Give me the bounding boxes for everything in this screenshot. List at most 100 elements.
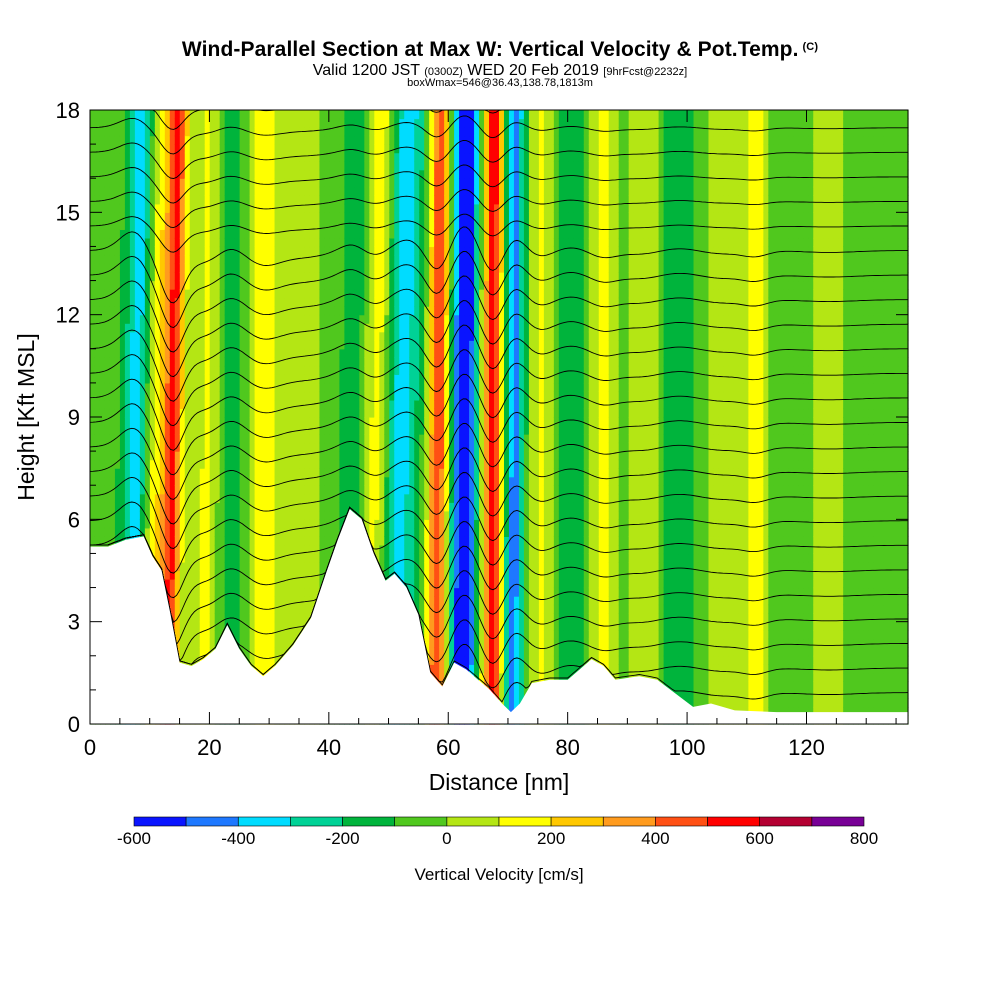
- w-field-cell-4375: [389, 246, 395, 256]
- w-field-cell-927: [149, 178, 156, 188]
- w-field-cell-1787: [209, 212, 216, 222]
- w-field-cell-1829: [214, 468, 221, 478]
- w-field-cell-4734: [414, 254, 420, 265]
- w-field-cell-3113: [304, 570, 311, 580]
- w-field-cell-2291: [244, 212, 251, 222]
- w-field-cell-3210: [309, 357, 316, 367]
- w-field-cell-4747: [414, 144, 420, 154]
- w-field-cell-3444: [324, 203, 331, 213]
- w-field-cell-3556: [334, 476, 340, 486]
- w-field-cell-2877: [284, 127, 291, 137]
- w-field-cell-822: [144, 459, 151, 469]
- w-field-cell-4578: [404, 357, 410, 367]
- w-field-cell-193: [99, 297, 106, 307]
- w-field-cell-4163: [374, 212, 380, 222]
- w-field-cell-4765: [419, 604, 425, 614]
- w-field-cell-1376: [184, 647, 191, 657]
- w-field-cell-3927: [359, 382, 365, 393]
- w-field-cell-3148: [304, 272, 311, 282]
- w-field-cell-2412: [254, 408, 261, 418]
- w-field-cell-763: [139, 348, 146, 358]
- w-field-cell-2795: [279, 212, 286, 222]
- w-field-cell-2011: [224, 144, 231, 154]
- w-field-cell-108: [94, 408, 101, 418]
- w-field-cell-1532: [194, 544, 201, 555]
- w-field-cell-3704: [344, 442, 350, 452]
- w-field-cell-3237: [309, 127, 316, 137]
- w-field-cell-764: [139, 340, 146, 350]
- w-field-cell-387: [114, 485, 121, 495]
- w-field-cell-1321: [179, 502, 186, 512]
- w-field-cell-1783: [209, 246, 216, 256]
- w-field-cell-2745: [279, 638, 286, 648]
- w-field-cell-2469: [259, 536, 266, 546]
- w-field-cell-2432: [254, 237, 261, 248]
- w-field-cell-420: [114, 203, 121, 213]
- w-field-cell-2641: [269, 297, 276, 307]
- w-field-cell-2123: [234, 417, 241, 427]
- w-field-cell-3584: [334, 237, 340, 248]
- w-field-cell-2894: [289, 596, 296, 606]
- w-field-cell-1642: [199, 220, 206, 230]
- w-field-cell-24: [90, 510, 96, 520]
- w-field-cell-1070: [159, 186, 166, 196]
- w-field-cell-3259: [314, 553, 321, 563]
- w-field-cell-1477: [189, 399, 196, 410]
- w-field-cell-3925: [359, 399, 365, 410]
- w-field-cell-1646: [199, 186, 206, 196]
- w-field-cell-1836: [214, 408, 221, 418]
- w-field-cell-2032: [229, 579, 236, 589]
- forecast-info: [9hrFcst@2232z]: [603, 66, 688, 78]
- w-field-cell-1173: [169, 536, 176, 546]
- w-field-cell-2553: [264, 434, 271, 444]
- w-field-cell-893: [149, 468, 156, 478]
- w-field-cell-1794: [209, 152, 216, 162]
- w-field-cell-932: [149, 135, 156, 145]
- w-field-cell-464: [119, 442, 126, 452]
- w-field-cell-2991: [294, 382, 301, 393]
- w-field-cell-133: [94, 195, 101, 205]
- w-field-cell-2044: [229, 476, 236, 486]
- w-field-cell-2138: [234, 289, 241, 299]
- w-field-cell-1713: [204, 229, 211, 239]
- w-field-cell-4909: [429, 604, 435, 614]
- w-field-cell-274: [104, 220, 111, 230]
- w-field-cell-4642: [409, 425, 415, 435]
- w-field-cell-207: [99, 178, 106, 188]
- w-field-cell-2078: [229, 186, 236, 196]
- w-field-cell-1893: [219, 536, 226, 546]
- w-field-cell-843: [144, 280, 151, 290]
- w-field-cell-2832: [284, 510, 291, 520]
- w-field-cell-319: [109, 451, 116, 461]
- w-field-cell-960: [154, 510, 161, 520]
- w-field-cell-241: [104, 502, 111, 512]
- w-field-cell-1105: [164, 502, 171, 512]
- w-field-cell-416: [114, 237, 121, 248]
- w-field-cell-4531: [399, 144, 405, 154]
- w-field-cell-1989: [224, 331, 231, 341]
- w-field-cell-3119: [304, 519, 311, 529]
- w-field-cell-4782: [419, 459, 425, 469]
- w-field-cell-2932: [289, 272, 296, 282]
- w-field-cell-3361: [319, 297, 326, 307]
- w-field-cell-4124: [374, 544, 380, 555]
- w-field-cell-1751: [209, 519, 216, 529]
- w-field-cell-2786: [279, 289, 286, 299]
- w-field-cell-562: [124, 220, 131, 230]
- w-field-cell-2478: [259, 459, 266, 469]
- w-field-cell-4089: [369, 229, 375, 239]
- w-field-cell-3150: [304, 254, 311, 265]
- w-field-cell-4235: [379, 212, 385, 222]
- w-field-cell-2501: [259, 263, 266, 273]
- w-field-cell-2584: [264, 169, 271, 179]
- w-field-cell-4967: [429, 110, 435, 120]
- w-field-cell-4366: [389, 323, 395, 333]
- w-field-cell-4840: [424, 579, 430, 589]
- w-field-cell-255: [104, 382, 111, 393]
- w-field-cell-3797: [349, 263, 355, 273]
- w-field-cell-1673: [204, 570, 211, 580]
- w-field-cell-3092: [299, 135, 306, 145]
- w-field-cell-2579: [264, 212, 271, 222]
- w-field-cell-2785: [279, 297, 286, 307]
- w-field-cell-2807: [279, 110, 286, 120]
